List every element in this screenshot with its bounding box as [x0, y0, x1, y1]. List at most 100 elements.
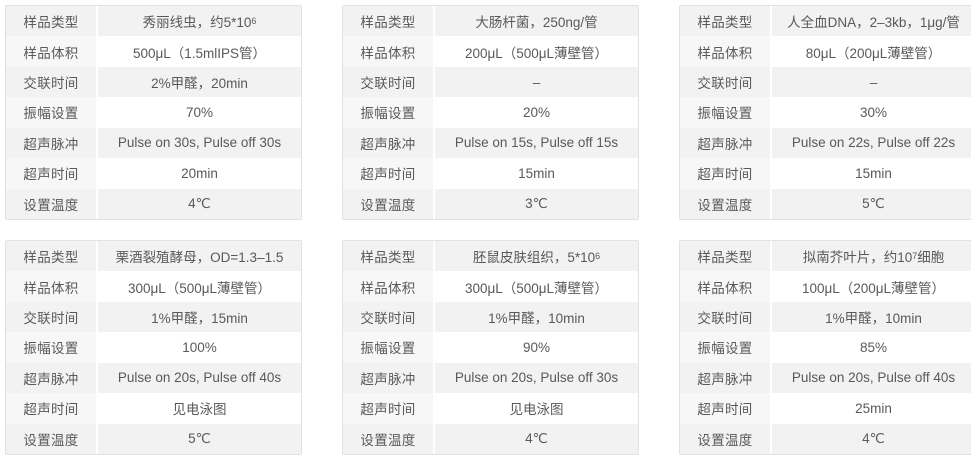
row-label-crosslink-time: 交联时间 — [680, 66, 770, 98]
row-label-sample-volume: 样品体积 — [343, 36, 433, 67]
table-row: 振幅设置 100% — [6, 332, 301, 363]
column-divider — [433, 393, 435, 424]
table-row: 设置温度 5℃ — [680, 188, 971, 219]
table-row: 振幅设置 90% — [343, 332, 638, 363]
row-value-sample-type: 人全血DNA，2–3kb，1μg/管 — [772, 6, 971, 37]
row-value-pulse: Pulse on 20s, Pulse off 40s — [772, 362, 971, 394]
column-divider — [96, 301, 98, 333]
row-value-temperature: 3℃ — [435, 188, 638, 219]
table-row: 振幅设置 85% — [680, 332, 971, 363]
row-value-amplitude: 90% — [435, 332, 638, 363]
spec-table-mouse-embryo-skin: 样品类型 胚鼠皮肤组织，5*10 6 样品体积 300μL（500μL薄壁管） 交联时间 1… — [342, 240, 639, 455]
row-value-crosslink-time: 1%甲醛，15min — [98, 301, 301, 333]
table-row: 样品类型 拟南芥叶片，约10 7 细胞 — [680, 241, 971, 272]
row-value-amplitude: 70% — [98, 97, 301, 128]
row-value-sample-volume: 200μL（500μL薄壁管） — [435, 36, 638, 67]
column-divider — [770, 423, 772, 454]
table-row: 交联时间 1%甲醛，10min — [680, 301, 971, 333]
table-row: 超声时间 20min — [6, 158, 301, 189]
row-label-sonication-time: 超声时间 — [6, 158, 96, 189]
column-divider — [433, 158, 435, 189]
row-value-pulse: Pulse on 22s, Pulse off 22s — [772, 127, 971, 159]
column-divider — [433, 36, 435, 67]
row-value-crosslink-time: – — [435, 66, 638, 98]
column-divider — [96, 97, 98, 128]
row-value-sample-type: 秀丽线虫，约5*10 6 — [98, 6, 301, 37]
row-label-crosslink-time: 交联时间 — [6, 66, 96, 98]
table-row: 样品类型 人全血DNA，2–3kb，1μg/管 — [680, 6, 971, 37]
table-row: 设置温度 3℃ — [343, 188, 638, 219]
column-divider — [96, 127, 98, 159]
table-row: 样品体积 100μL（200μL薄壁管） — [680, 271, 971, 302]
row-value-pulse: Pulse on 15s, Pulse off 15s — [435, 127, 638, 159]
row-label-amplitude: 振幅设置 — [6, 332, 96, 363]
table-row: 设置温度 4℃ — [6, 188, 301, 219]
spec-table-human-blood-dna: 样品类型 人全血DNA，2–3kb，1μg/管 样品体积 80μL（200μL薄壁管）… — [679, 5, 971, 220]
row-label-temperature: 设置温度 — [680, 423, 770, 454]
sample-type-base: 秀丽线虫，约5*10 — [142, 15, 252, 31]
table-row: 超声脉冲 Pulse on 20s, Pulse off 40s — [6, 362, 301, 394]
row-label-amplitude: 振幅设置 — [6, 97, 96, 128]
column-divider — [96, 36, 98, 67]
row-value-crosslink-time: 1%甲醛，10min — [435, 301, 638, 333]
column-divider — [96, 423, 98, 454]
column-divider — [433, 362, 435, 394]
row-value-sonication-time: 20min — [98, 158, 301, 189]
table-row: 超声时间 15min — [343, 158, 638, 189]
row-value-crosslink-time: 1%甲醛，10min — [772, 301, 971, 333]
column-divider — [433, 301, 435, 333]
row-label-sonication-time: 超声时间 — [680, 158, 770, 189]
column-divider — [96, 332, 98, 363]
row-value-sonication-time: 见电泳图 — [98, 393, 301, 424]
table-row: 设置温度 4℃ — [680, 423, 971, 454]
column-divider — [433, 423, 435, 454]
row-value-sonication-time: 15min — [772, 158, 971, 189]
row-label-crosslink-time: 交联时间 — [343, 301, 433, 333]
table-row: 超声脉冲 Pulse on 30s, Pulse off 30s — [6, 127, 301, 159]
table-row: 交联时间 1%甲醛，10min — [343, 301, 638, 333]
row-value-amplitude: 30% — [772, 97, 971, 128]
row-label-sample-volume: 样品体积 — [680, 36, 770, 67]
row-label-sample-volume: 样品体积 — [6, 271, 96, 302]
row-label-pulse: 超声脉冲 — [343, 362, 433, 394]
column-divider — [96, 6, 98, 37]
row-value-sample-type: 大肠杆菌，250ng/管 — [435, 6, 638, 37]
column-divider — [433, 332, 435, 363]
table-row: 样品类型 胚鼠皮肤组织，5*10 6 — [343, 241, 638, 272]
column-divider — [770, 158, 772, 189]
row-value-sample-volume: 500μL（1.5mlIPS管） — [98, 36, 301, 67]
table-row: 样品体积 80μL（200μL薄壁管） — [680, 36, 971, 67]
table-row: 振幅设置 70% — [6, 97, 301, 128]
row-label-crosslink-time: 交联时间 — [6, 301, 96, 333]
table-row: 超声脉冲 Pulse on 20s, Pulse off 40s — [680, 362, 971, 394]
table-row: 交联时间 1%甲醛，15min — [6, 301, 301, 333]
row-value-sample-volume: 300μL（500μL薄壁管） — [98, 271, 301, 302]
column-divider — [770, 188, 772, 219]
spec-table-s-pombe-yeast: 样品类型 栗酒裂殖酵母，OD=1.3–1.5 样品体积 300μL（500μL薄壁管）… — [5, 240, 302, 455]
row-label-crosslink-time: 交联时间 — [343, 66, 433, 98]
column-divider — [770, 393, 772, 424]
row-label-sample-type: 样品类型 — [680, 6, 770, 37]
table-row: 超声时间 见电泳图 — [6, 393, 301, 424]
row-value-temperature: 4℃ — [772, 423, 971, 454]
column-divider — [433, 188, 435, 219]
column-divider — [96, 66, 98, 98]
row-value-pulse: Pulse on 30s, Pulse off 30s — [98, 127, 301, 159]
row-label-amplitude: 振幅设置 — [343, 97, 433, 128]
sample-type-tail: 细胞 — [917, 250, 945, 266]
table-row: 样品类型 秀丽线虫，约5*10 6 — [6, 6, 301, 37]
row-label-pulse: 超声脉冲 — [6, 362, 96, 394]
row-value-sample-volume: 80μL（200μL薄壁管） — [772, 36, 971, 67]
row-value-temperature: 5℃ — [98, 423, 301, 454]
row-label-sample-volume: 样品体积 — [6, 36, 96, 67]
column-divider — [770, 6, 772, 37]
row-value-pulse: Pulse on 20s, Pulse off 40s — [98, 362, 301, 394]
row-label-sample-type: 样品类型 — [6, 6, 96, 37]
row-label-pulse: 超声脉冲 — [680, 362, 770, 394]
column-divider — [96, 393, 98, 424]
column-divider — [433, 241, 435, 272]
table-row: 振幅设置 20% — [343, 97, 638, 128]
table-row: 交联时间 – — [343, 66, 638, 98]
column-divider — [96, 158, 98, 189]
column-divider — [770, 332, 772, 363]
